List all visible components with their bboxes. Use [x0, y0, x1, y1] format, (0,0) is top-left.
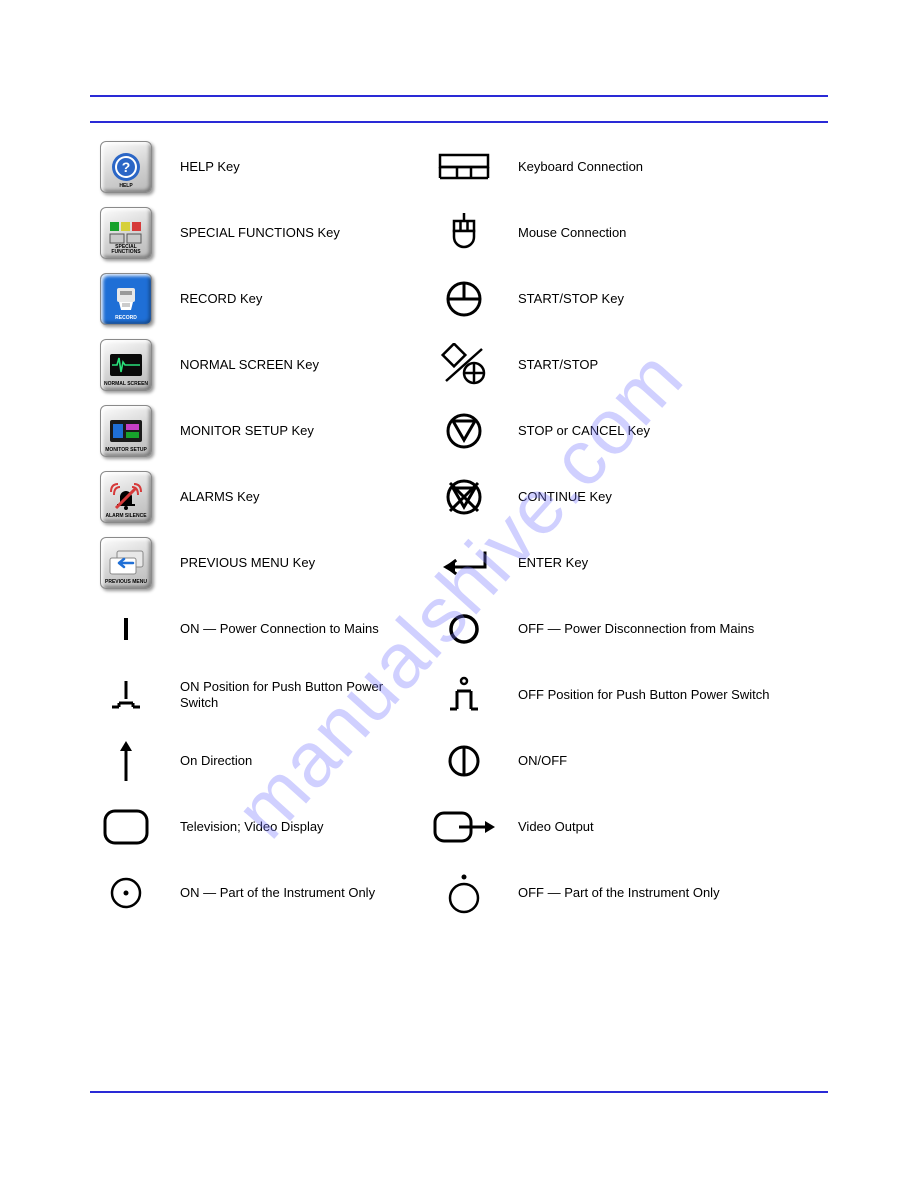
start-stop-key-label: START/STOP Key	[518, 291, 828, 307]
previous-menu-key-icon: PREVIOUS MENU	[90, 537, 162, 589]
keyboard-connection-label: Keyboard Connection	[518, 159, 828, 175]
record-key-label: RECORD Key	[180, 291, 410, 307]
enter-key-icon	[428, 537, 500, 589]
video-output-icon	[428, 801, 500, 853]
tv-display-icon	[90, 801, 162, 853]
top-rule	[90, 95, 828, 97]
start-stop-key-icon	[428, 273, 500, 325]
power-off-circle-icon	[428, 603, 500, 655]
record-key-caption: RECORD	[101, 316, 151, 321]
pushbutton-on-label: ON Position for Push Button Power Switch	[180, 679, 410, 712]
alarms-key-label: ALARMS Key	[180, 489, 410, 505]
alarms-key-caption: ALARM SILENCE	[101, 514, 151, 519]
monitor-setup-key-label: MONITOR SETUP Key	[180, 423, 410, 439]
power-on-bar-label: ON — Power Connection to Mains	[180, 621, 410, 637]
help-key-caption: HELP	[101, 184, 151, 189]
alarms-key-icon: ALARM SILENCE	[90, 471, 162, 523]
stop-cancel-key-icon	[428, 405, 500, 457]
video-output-label: Video Output	[518, 819, 828, 835]
help-key-label: HELP Key	[180, 159, 410, 175]
sub-rule	[90, 121, 828, 123]
start-stop-label: START/STOP	[518, 357, 828, 373]
legend-grid: ? HELP HELP Key Keyboard Connection	[90, 141, 828, 919]
previous-menu-key-label: PREVIOUS MENU Key	[180, 555, 410, 571]
arrow-up-label: On Direction	[180, 753, 410, 769]
on-off-label: ON/OFF	[518, 753, 828, 769]
tv-display-label: Television; Video Display	[180, 819, 410, 835]
power-off-circle-label: OFF — Power Disconnection from Mains	[518, 621, 828, 637]
help-key-icon: ? HELP	[90, 141, 162, 193]
normal-screen-key-icon: NORMAL SCREEN	[90, 339, 162, 391]
pushbutton-off-icon	[428, 669, 500, 721]
special-functions-key-label: SPECIAL FUNCTIONS Key	[180, 225, 410, 241]
stop-cancel-key-label: STOP or CANCEL Key	[518, 423, 828, 439]
power-on-bar-icon	[90, 603, 162, 655]
svg-text:?: ?	[122, 159, 131, 175]
continue-key-icon	[428, 471, 500, 523]
instrument-on-dot-label: ON — Part of the Instrument Only	[180, 885, 410, 901]
special-functions-key-caption: SPECIAL FUNCTIONS	[101, 245, 151, 255]
enter-key-label: ENTER Key	[518, 555, 828, 571]
special-functions-key-icon: SPECIAL FUNCTIONS	[90, 207, 162, 259]
mouse-connection-icon	[428, 207, 500, 259]
on-off-icon	[428, 735, 500, 787]
pushbutton-on-icon	[90, 669, 162, 721]
bottom-rule	[90, 1091, 828, 1093]
record-key-icon: RECORD	[90, 273, 162, 325]
normal-screen-key-caption: NORMAL SCREEN	[101, 382, 151, 387]
monitor-setup-key-caption: MONITOR SETUP	[101, 448, 151, 453]
normal-screen-key-label: NORMAL SCREEN Key	[180, 357, 410, 373]
continue-key-label: CONTINUE Key	[518, 489, 828, 505]
mouse-connection-label: Mouse Connection	[518, 225, 828, 241]
instrument-off-dot-label: OFF — Part of the Instrument Only	[518, 885, 828, 901]
arrow-up-icon	[90, 735, 162, 787]
start-stop-icon	[428, 339, 500, 391]
manual-page: ? HELP HELP Key Keyboard Connection	[0, 0, 918, 1188]
keyboard-connection-icon	[428, 141, 500, 193]
previous-menu-key-caption: PREVIOUS MENU	[101, 580, 151, 585]
instrument-off-dot-icon	[428, 867, 500, 919]
pushbutton-off-label: OFF Position for Push Button Power Switc…	[518, 687, 828, 703]
monitor-setup-key-icon: MONITOR SETUP	[90, 405, 162, 457]
instrument-on-dot-icon	[90, 867, 162, 919]
